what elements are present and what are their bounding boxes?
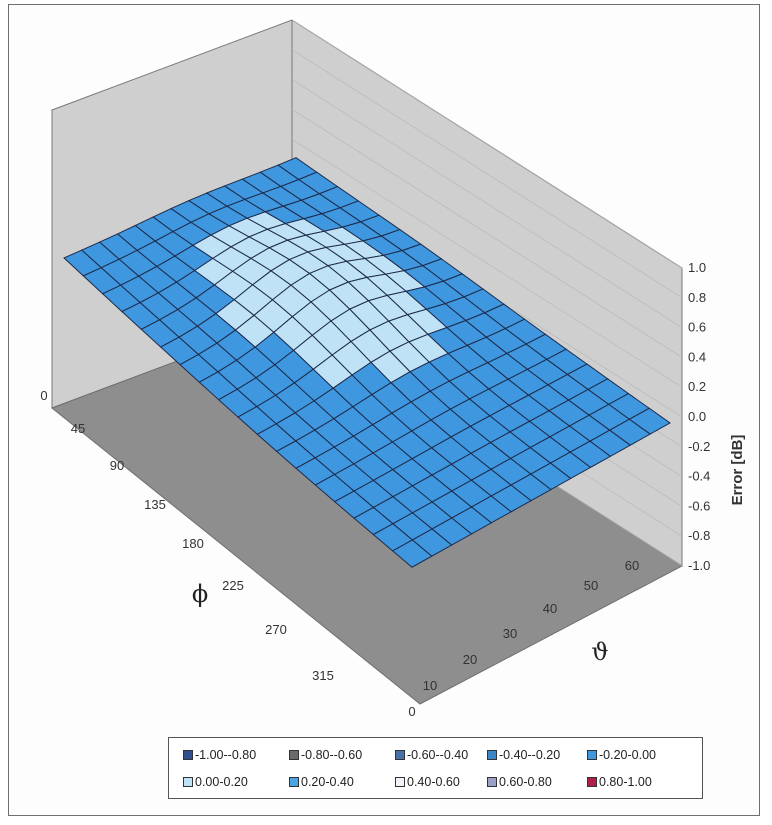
- z-tick-label: -1.0: [688, 558, 710, 573]
- legend-label: 0.60-0.80: [499, 775, 552, 789]
- legend-label: 0.40-0.60: [407, 775, 460, 789]
- legend-label: -0.40--0.20: [499, 748, 561, 762]
- phi-tick-label: 135: [144, 497, 166, 512]
- legend-label: -0.80--0.60: [301, 748, 363, 762]
- legend-label: -1.00--0.80: [195, 748, 257, 762]
- z-gridline: [291, 138, 683, 388]
- theta-tick-label: 60: [625, 558, 639, 573]
- legend-swatch: [289, 777, 299, 787]
- theta-tick-label: 0: [408, 704, 415, 719]
- z-tick-label: -0.2: [688, 439, 710, 454]
- legend-label: 0.20-0.40: [301, 775, 354, 789]
- phi-tick-label: 225: [222, 578, 244, 593]
- z-tick-label: -0.8: [688, 528, 710, 543]
- legend-swatch: [395, 750, 405, 760]
- legend-label: 0.00-0.20: [195, 775, 248, 789]
- z-tick-labels: 1.0 0.8 0.6 0.4 0.2 0.0 -0.2 -0.4 -0.6 -0.8 -1.0: [688, 260, 710, 573]
- theta-tick-labels: 0 10 20 30 40 50 60: [408, 558, 639, 719]
- theta-tick-label: 30: [503, 626, 517, 641]
- z-axis-title: Error [dB]: [729, 435, 746, 506]
- phi-axis-title: ϕ: [192, 580, 208, 608]
- phi-tick-labels: 0 45 90 135 180 225 270 315: [40, 388, 333, 683]
- z-tick-label: 0.8: [688, 290, 706, 305]
- phi-tick-label: 270: [265, 622, 287, 637]
- z-gridline: [291, 49, 683, 299]
- surface-cell: [628, 407, 671, 435]
- phi-tick-label: 0: [40, 388, 47, 403]
- z-tick-label: -0.6: [688, 498, 710, 513]
- legend-item: -0.40--0.20: [487, 748, 560, 762]
- legend-item: 0.60-0.80: [487, 775, 552, 789]
- legend-item: 0.40-0.60: [395, 775, 460, 789]
- z-tick-label: 0.2: [688, 379, 706, 394]
- phi-tick-label: 180: [182, 536, 204, 551]
- legend-item: 0.80-1.00: [587, 775, 652, 789]
- legend-label: -0.60--0.40: [407, 748, 469, 762]
- legend-swatch: [183, 777, 193, 787]
- z-gridline: [291, 79, 683, 328]
- legend-label: -0.20-0.00: [599, 748, 656, 762]
- legend-item: 0.00-0.20: [183, 775, 248, 789]
- phi-tick-label: 90: [110, 458, 124, 473]
- legend-item: -1.00--0.80: [183, 748, 256, 762]
- theta-tick-label: 40: [543, 601, 557, 616]
- legend-swatch: [183, 750, 193, 760]
- phi-tick-label: 45: [71, 421, 85, 436]
- z-gridline: [291, 109, 683, 358]
- legend-swatch: [395, 777, 405, 787]
- legend-item: 0.20-0.40: [289, 775, 354, 789]
- theta-axis-title: ϑ: [591, 638, 608, 666]
- theta-tick-label: 50: [584, 578, 598, 593]
- legend-swatch: [289, 750, 299, 760]
- legend-label: 0.80-1.00: [599, 775, 652, 789]
- z-tick-label: 0.4: [688, 349, 706, 364]
- chart-legend: -1.00--0.80 -0.80--0.60 -0.60--0.40 -0.40--…: [168, 737, 703, 799]
- legend-swatch: [587, 750, 597, 760]
- z-tick-label: 0.6: [688, 320, 706, 335]
- z-tick-label: 1.0: [688, 260, 706, 275]
- legend-item: -0.60--0.40: [395, 748, 468, 762]
- legend-swatch: [487, 750, 497, 760]
- legend-swatch: [487, 777, 497, 787]
- surface-mesh: [63, 157, 671, 568]
- z-tick-label: -0.4: [688, 469, 710, 484]
- z-tick-label: 0.0: [688, 409, 706, 424]
- theta-tick-label: 20: [463, 652, 477, 667]
- legend-swatch: [587, 777, 597, 787]
- legend-item: -0.80--0.60: [289, 748, 362, 762]
- phi-tick-label: 315: [312, 668, 334, 683]
- theta-tick-label: 10: [423, 678, 437, 693]
- legend-item: -0.20-0.00: [587, 748, 656, 762]
- z-gridline: [291, 19, 683, 269]
